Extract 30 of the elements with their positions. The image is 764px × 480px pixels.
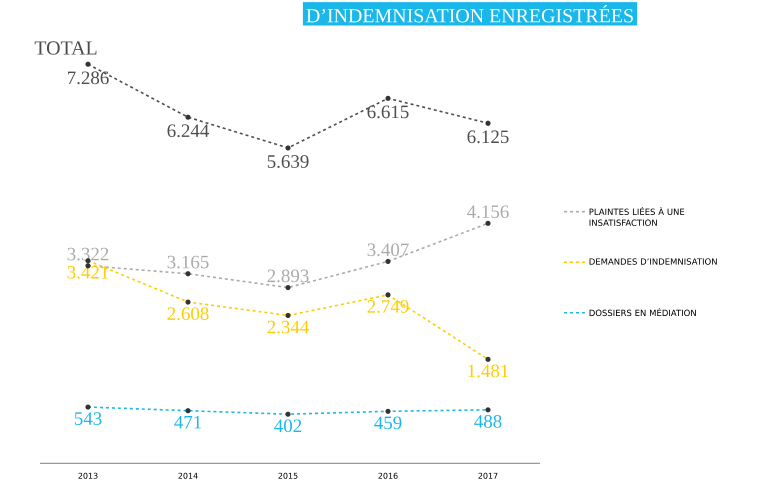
chart-title: D’INDEMNISATION ENREGISTRÉES [306,5,633,22]
data-label: 4.156 [467,205,509,218]
data-label: 402 [274,419,302,432]
data-label: 488 [474,415,502,428]
data-label: 6.244 [168,124,210,138]
legend-label: DEMANDES D’INDEMNISATION [590,258,717,265]
point [185,114,191,120]
point [385,96,391,101]
legend-label: DOSSIERS EN MÉDIATION [590,308,696,316]
data-label: 6.125 [468,130,509,144]
legend-label: PLAINTES LIÉES À UNE INSATISFACTION [590,206,684,226]
data-label: 5.639 [268,155,309,168]
series-label: TOTAL [34,41,96,55]
data-label: 3.407 [368,243,409,256]
point [285,145,291,151]
data-label: 1.481 [468,364,508,378]
data-label: 543 [74,412,102,425]
data-label: 459 [374,416,402,430]
data-label: 3.322 [68,248,108,261]
data-label: 6.615 [368,106,409,118]
data-label: 2.749 [368,300,409,313]
data-label: 2.344 [268,320,310,334]
point [485,120,491,126]
data-label: 3.421 [68,266,108,279]
data-label: 471 [174,416,202,428]
data-label: 7.286 [68,71,109,84]
data-label: 2.608 [168,307,209,320]
point [85,62,91,67]
data-label: 2.893 [268,270,309,282]
data-label: 3.165 [168,256,209,269]
